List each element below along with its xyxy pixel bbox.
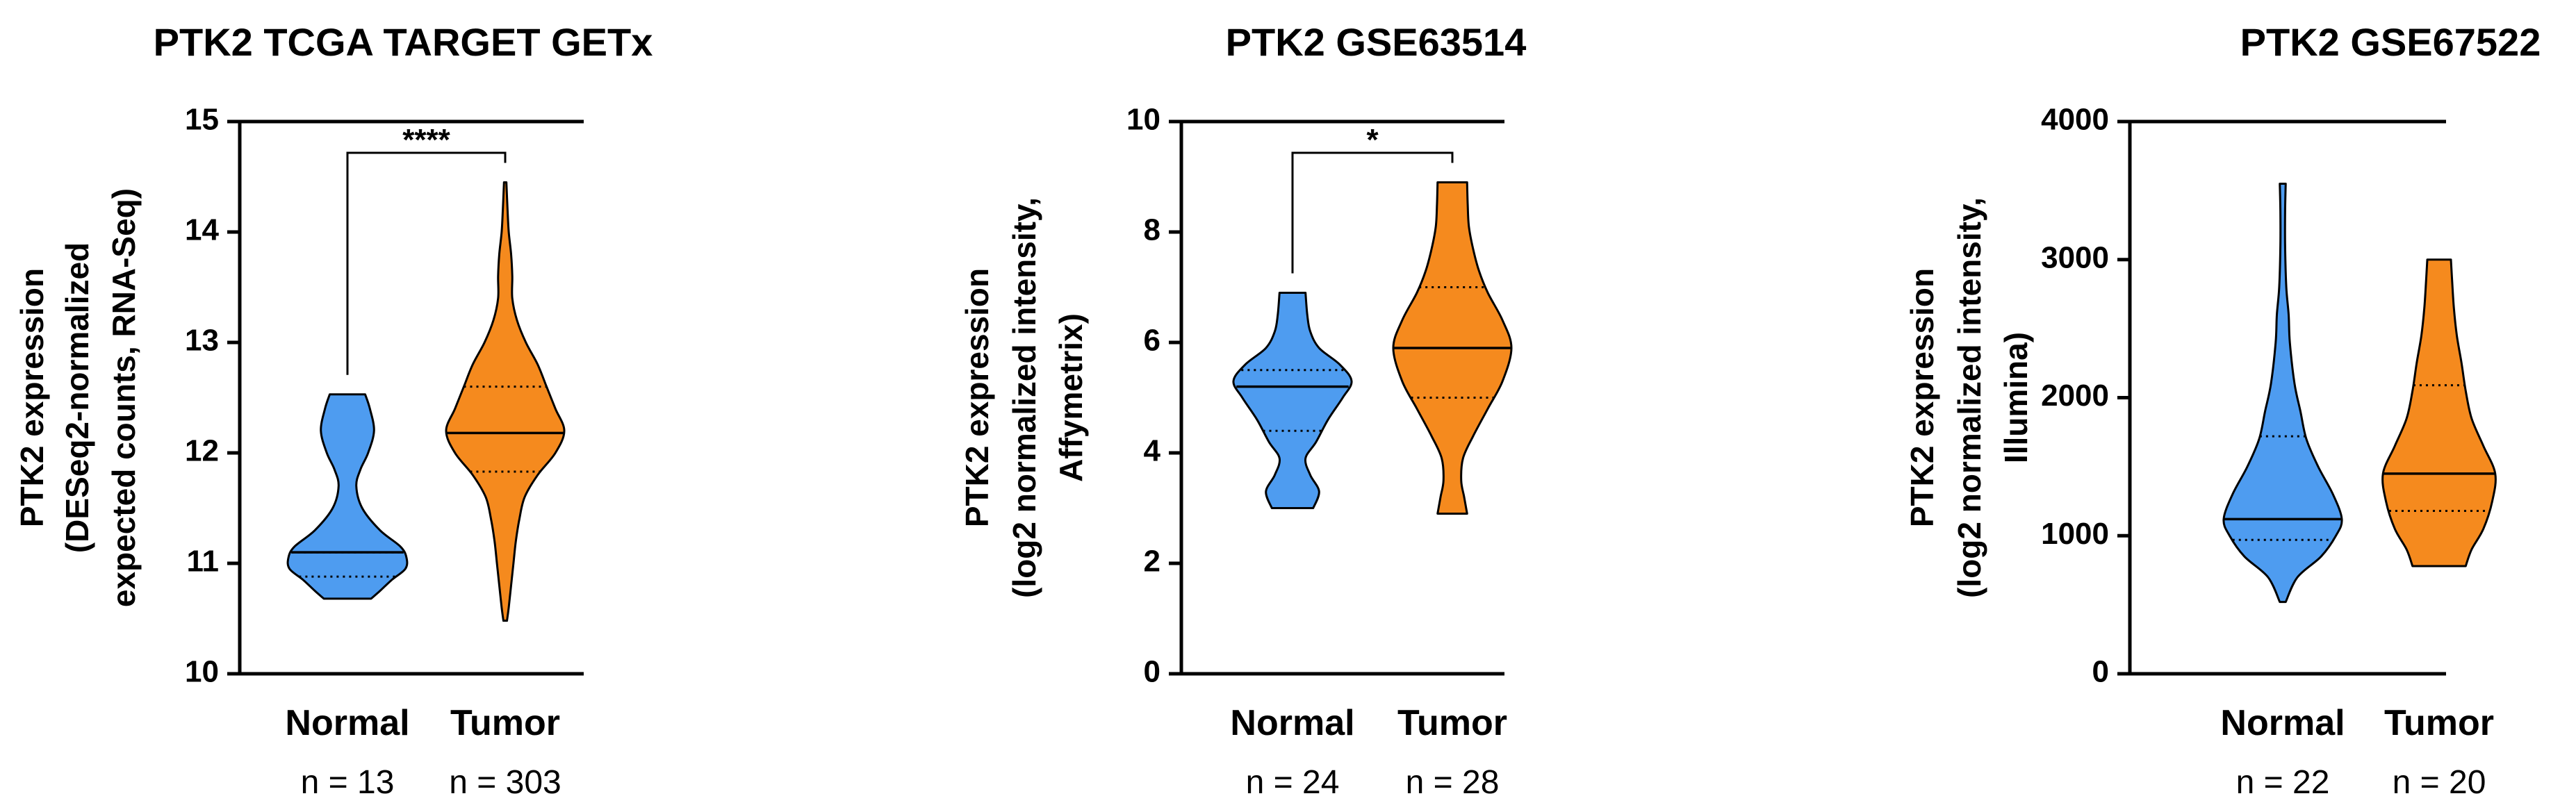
y-tick-label: 0 (2092, 655, 2109, 689)
y-axis-label-line: PTK2 expression (959, 268, 995, 527)
y-tick-label: 1000 (2041, 517, 2109, 551)
violin-normal (2222, 182, 2343, 604)
category-label: Tumor (2384, 703, 2494, 743)
n-label: n = 24 (1246, 764, 1340, 801)
violin-normal (1232, 291, 1353, 509)
y-tick-label: 3000 (2041, 240, 2109, 274)
y-axis-label-line: PTK2 expression (1904, 268, 1940, 527)
chart-title: PTK2 GSE67522 (2240, 20, 2541, 64)
n-label: n = 303 (449, 764, 561, 801)
y-axis-label-line: (DESeq2-normalized (59, 242, 95, 553)
y-axis-label-line: PTK2 expression (14, 268, 50, 527)
violin-tumor (2381, 258, 2497, 567)
n-label: n = 22 (2236, 764, 2330, 801)
significance-bracket (1291, 151, 1454, 274)
significance-label: * (1366, 123, 1379, 157)
y-tick-label: 4 (1144, 434, 1161, 468)
y-axis-label-line: (log2 normalized intensity, (1951, 197, 1987, 598)
chart-title: PTK2 GSE63514 (1226, 20, 1527, 64)
category-label: Normal (285, 703, 409, 743)
y-tick-label: 2 (1144, 545, 1160, 579)
y-tick-label: 2000 (2041, 379, 2109, 413)
y-tick-label: 14 (185, 213, 219, 247)
n-label: n = 28 (1406, 764, 1500, 801)
violin-tumor (445, 181, 566, 622)
y-tick-label: 11 (186, 545, 219, 579)
y-tick-label: 12 (185, 434, 219, 468)
y-tick-label: 8 (1144, 213, 1160, 247)
y-axis-label-line: Affymetrix) (1053, 313, 1089, 482)
y-axis-label-line: Illumina) (1998, 332, 2034, 463)
y-tick-label: 10 (185, 655, 219, 689)
n-label: n = 20 (2393, 764, 2486, 801)
y-axis-label-line: (log2 normalized intensity, (1006, 197, 1042, 598)
y-tick-label: 6 (1144, 324, 1160, 358)
y-tick-label: 10 (1126, 103, 1160, 137)
y-tick-label: 13 (185, 324, 219, 358)
significance-label: **** (402, 123, 450, 157)
category-label: Normal (1230, 703, 1354, 743)
chart-title: PTK2 TCGA TARGET GETx (154, 20, 653, 64)
n-label: n = 13 (301, 764, 395, 801)
y-tick-label: 4000 (2041, 103, 2109, 137)
y-tick-label: 15 (185, 103, 219, 137)
significance-bracket (346, 151, 507, 375)
category-label: Tumor (1397, 703, 1507, 743)
category-label: Normal (2220, 703, 2345, 743)
category-label: Tumor (450, 703, 560, 743)
y-tick-label: 0 (1144, 655, 1160, 689)
violin-normal (286, 393, 409, 600)
y-axis-label-line: expected counts, RNA-Seq) (106, 188, 142, 607)
